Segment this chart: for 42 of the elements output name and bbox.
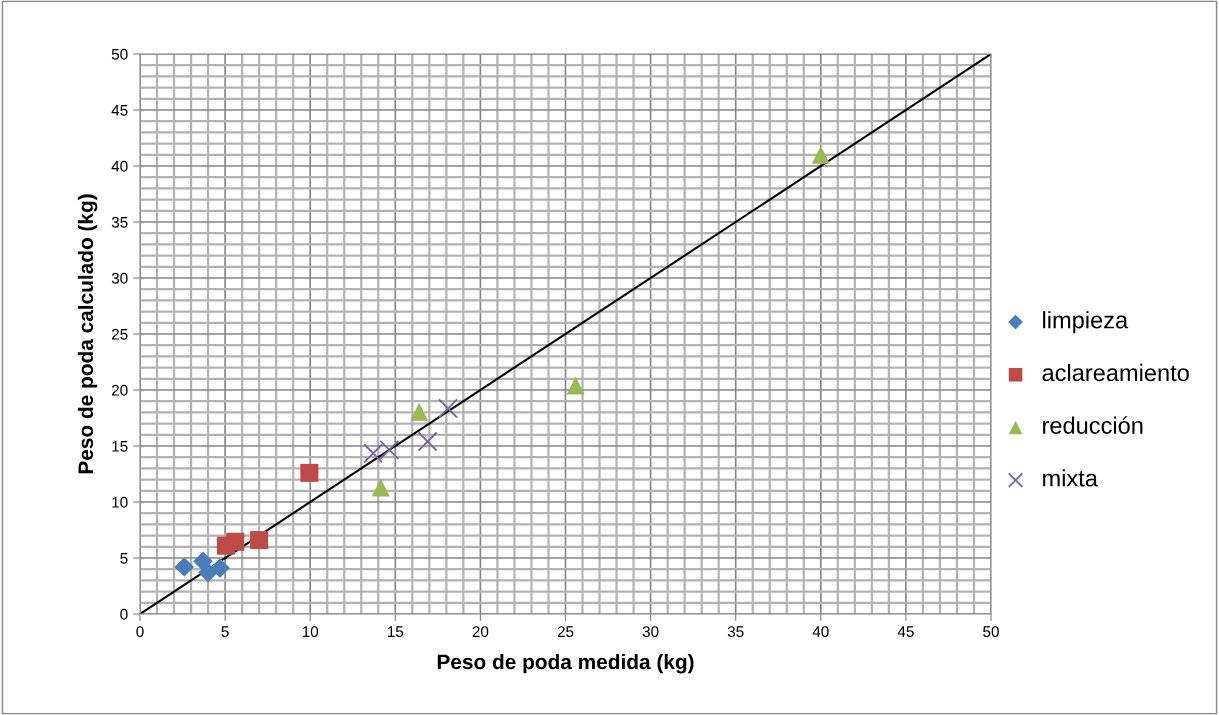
point (250, 531, 269, 550)
point (410, 402, 429, 421)
point (226, 532, 245, 551)
x-tick-label: 20 (472, 626, 489, 638)
point (811, 145, 830, 164)
y-tick-label: 25 (111, 328, 128, 340)
x-tick-label: 10 (302, 626, 319, 638)
point (198, 562, 218, 583)
y-tick-label: 10 (112, 496, 128, 508)
y-tick-label: 20 (111, 384, 128, 396)
y-tick-label: 40 (111, 160, 128, 172)
x-tick-label: 15 (387, 626, 404, 638)
point (363, 443, 384, 464)
point (438, 398, 458, 419)
point (379, 439, 400, 460)
point (300, 463, 319, 482)
y-tick-label: 50 (111, 48, 128, 60)
y-tick-label: 5 (120, 553, 128, 564)
x-tick-label: 0 (136, 626, 144, 638)
point (417, 431, 438, 452)
point (174, 557, 195, 577)
y-tick-label: 45 (111, 105, 128, 116)
y-tick-label: 30 (111, 272, 128, 284)
point (566, 376, 585, 395)
x-tick-label: 35 (727, 626, 744, 638)
x-tick-label: 25 (557, 626, 574, 638)
legend-label: limpieza (1043, 311, 1129, 334)
point (210, 558, 230, 578)
y-tick-label: 0 (120, 608, 128, 620)
x-tick-label: 5 (221, 626, 229, 638)
legend-label: reducción (1043, 416, 1143, 434)
legend-label: aclareamiento (1042, 363, 1189, 382)
y-axis-title: Peso de poda calculado (kg) (77, 194, 98, 474)
point (371, 478, 390, 497)
x-tick-label: 45 (897, 626, 914, 638)
x-tick-label: 30 (642, 626, 659, 638)
y-tick-label: 35 (111, 216, 128, 228)
x-tick-label: 40 (812, 626, 829, 638)
y-tick-label: 15 (112, 441, 128, 452)
x-tick-label: 50 (983, 626, 999, 638)
x-axis-title: Peso de poda medida (kg) (437, 653, 694, 674)
legend-label: mixta (1043, 469, 1098, 487)
